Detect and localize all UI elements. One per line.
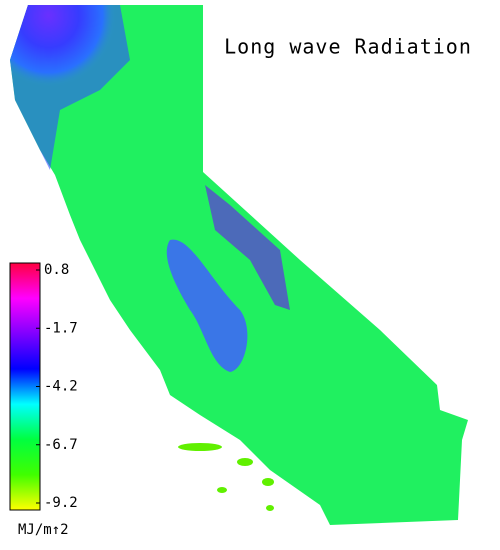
colorbar (9, 262, 41, 511)
tick-label: 0.8 (44, 262, 69, 278)
islands (178, 443, 274, 511)
tick-label: -6.7 (44, 437, 78, 453)
colorbar-ticks: 0.8 -1.7 -4.2 -6.7 -9.2 (36, 262, 78, 511)
state-shape (10, 5, 468, 525)
california-map (10, 5, 468, 525)
tick-label: -9.2 (44, 495, 78, 511)
map-title: Long wave Radiation (224, 35, 472, 59)
north-band (10, 5, 130, 170)
tick-label: -4.2 (44, 379, 78, 395)
colorbar-unit: MJ/m↑2 (18, 522, 69, 538)
valley-region (166, 239, 248, 372)
sierra-band (205, 185, 290, 310)
tick-label: -1.7 (44, 320, 78, 336)
